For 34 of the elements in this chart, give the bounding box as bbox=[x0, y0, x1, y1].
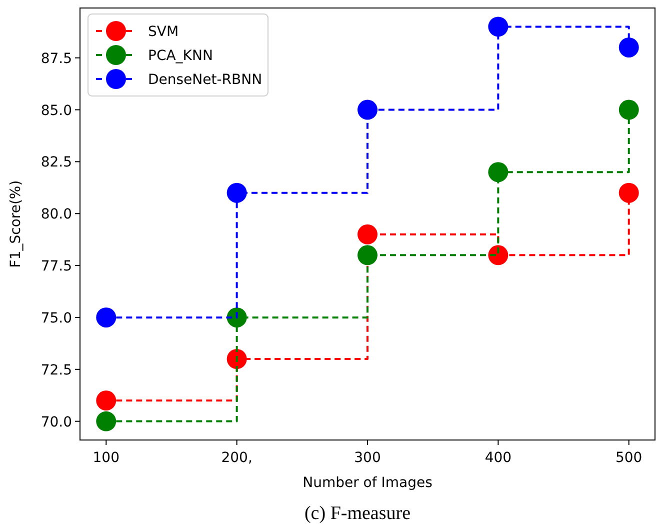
point bbox=[618, 100, 639, 120]
y-tick-label: 80.0 bbox=[40, 206, 72, 223]
point bbox=[96, 411, 116, 432]
point bbox=[96, 390, 116, 411]
x-tick-label: 400 bbox=[484, 450, 512, 466]
point bbox=[358, 100, 378, 120]
x-axis-title: Number of Images bbox=[302, 475, 432, 491]
point bbox=[358, 224, 378, 244]
y-tick-label: 87.5 bbox=[40, 50, 72, 67]
point bbox=[226, 349, 247, 369]
point bbox=[618, 182, 639, 203]
point bbox=[488, 245, 508, 266]
y-tick-label: 70.0 bbox=[40, 414, 72, 430]
point bbox=[488, 162, 508, 182]
point bbox=[226, 182, 247, 203]
point bbox=[488, 16, 508, 37]
legend-label: SVM bbox=[148, 24, 179, 40]
legend-label: DenseNet-RBNN bbox=[148, 72, 262, 88]
y-tick-label: 77.5 bbox=[40, 258, 72, 275]
y-tick-label: 75.0 bbox=[40, 310, 72, 326]
text: (c) F-measure bbox=[304, 503, 411, 524]
x-tick-label: 200, bbox=[221, 450, 252, 466]
y-axis-title: F1_Score(%) bbox=[8, 180, 24, 268]
point bbox=[226, 307, 247, 328]
x-tick-label: 100 bbox=[92, 450, 120, 466]
y-tick-label: 85.0 bbox=[40, 102, 72, 119]
legend-label: PCA_KNN bbox=[148, 48, 213, 64]
x-tick-label: 300 bbox=[354, 450, 381, 466]
x-tick-label: 500 bbox=[615, 450, 642, 466]
point bbox=[96, 307, 116, 328]
y-tick-label: 72.5 bbox=[40, 362, 72, 378]
y-tick-label: 82.5 bbox=[40, 154, 72, 171]
point bbox=[618, 37, 639, 58]
point bbox=[358, 245, 378, 266]
